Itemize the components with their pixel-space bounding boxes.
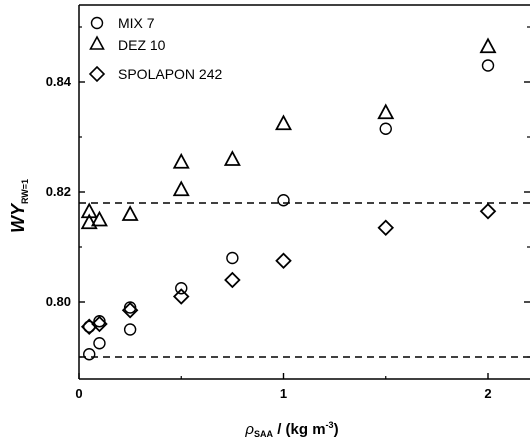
x-tick-label: 2 xyxy=(484,386,491,401)
circle-marker xyxy=(93,337,106,350)
legend-diamond-marker xyxy=(88,65,106,83)
x-axis-label-subscript: SAA xyxy=(254,429,274,439)
circle-marker xyxy=(175,282,188,295)
circle-marker xyxy=(226,251,239,265)
x-axis-label-end: ) xyxy=(334,421,339,438)
diamond-marker xyxy=(172,288,190,305)
triangle-marker xyxy=(479,37,497,54)
circle-marker xyxy=(481,59,495,72)
y-axis-ticks: 0.80 0.82 0.84 xyxy=(46,26,530,358)
legend-label-dez-10: DEZ 10 xyxy=(118,37,166,53)
x-tick-label: 0 xyxy=(75,386,82,401)
diamond-marker xyxy=(121,301,139,319)
triangle-marker xyxy=(90,210,108,227)
circle-marker xyxy=(83,348,96,361)
triangle-marker xyxy=(80,202,98,219)
x-axis-label: ρSAA / (kg m-3) xyxy=(244,420,338,439)
y-tick-label: 0.84 xyxy=(46,74,72,89)
legend-label-mix-7: MIX 7 xyxy=(118,15,155,31)
y-axis-label-main: WY xyxy=(8,202,28,233)
triangle-marker xyxy=(223,150,241,166)
plot-frame xyxy=(78,4,530,380)
diamond-marker xyxy=(377,219,395,237)
diamond-marker xyxy=(275,252,292,270)
x-axis-label-text: / (kg m xyxy=(273,421,326,438)
legend: MIX 7 DEZ 10 SPOLAPON 242 xyxy=(88,15,222,83)
y-axis-label: WYRW=1 xyxy=(8,179,30,233)
triangle-marker xyxy=(80,213,98,230)
legend-triangle-marker xyxy=(89,35,105,50)
diamond-marker xyxy=(224,271,241,289)
y-tick-label: 0.82 xyxy=(46,184,71,199)
triangle-marker xyxy=(172,180,190,197)
y-axis-label-subscript: RW=1 xyxy=(20,179,30,204)
triangle-marker xyxy=(377,103,395,120)
y-tick-label: 0.80 xyxy=(46,294,71,309)
data-markers xyxy=(80,37,497,361)
circle-marker xyxy=(123,323,137,336)
x-tick-label: 1 xyxy=(280,386,287,401)
legend-label-spolapon-242: SPOLAPON 242 xyxy=(118,66,222,82)
x-axis-label-superscript: -3 xyxy=(326,420,334,430)
legend-circle-marker xyxy=(90,16,104,30)
triangle-marker xyxy=(274,114,293,131)
reference-lines xyxy=(79,202,530,358)
diamond-marker xyxy=(91,315,108,333)
x-axis-label-symbol: ρ xyxy=(244,421,254,438)
triangle-marker xyxy=(172,152,190,169)
circle-marker xyxy=(277,194,290,207)
x-axis-ticks: 0 1 2 xyxy=(75,373,492,401)
triangle-marker xyxy=(121,205,139,221)
diamond-marker xyxy=(479,202,497,220)
circle-marker xyxy=(379,122,392,135)
